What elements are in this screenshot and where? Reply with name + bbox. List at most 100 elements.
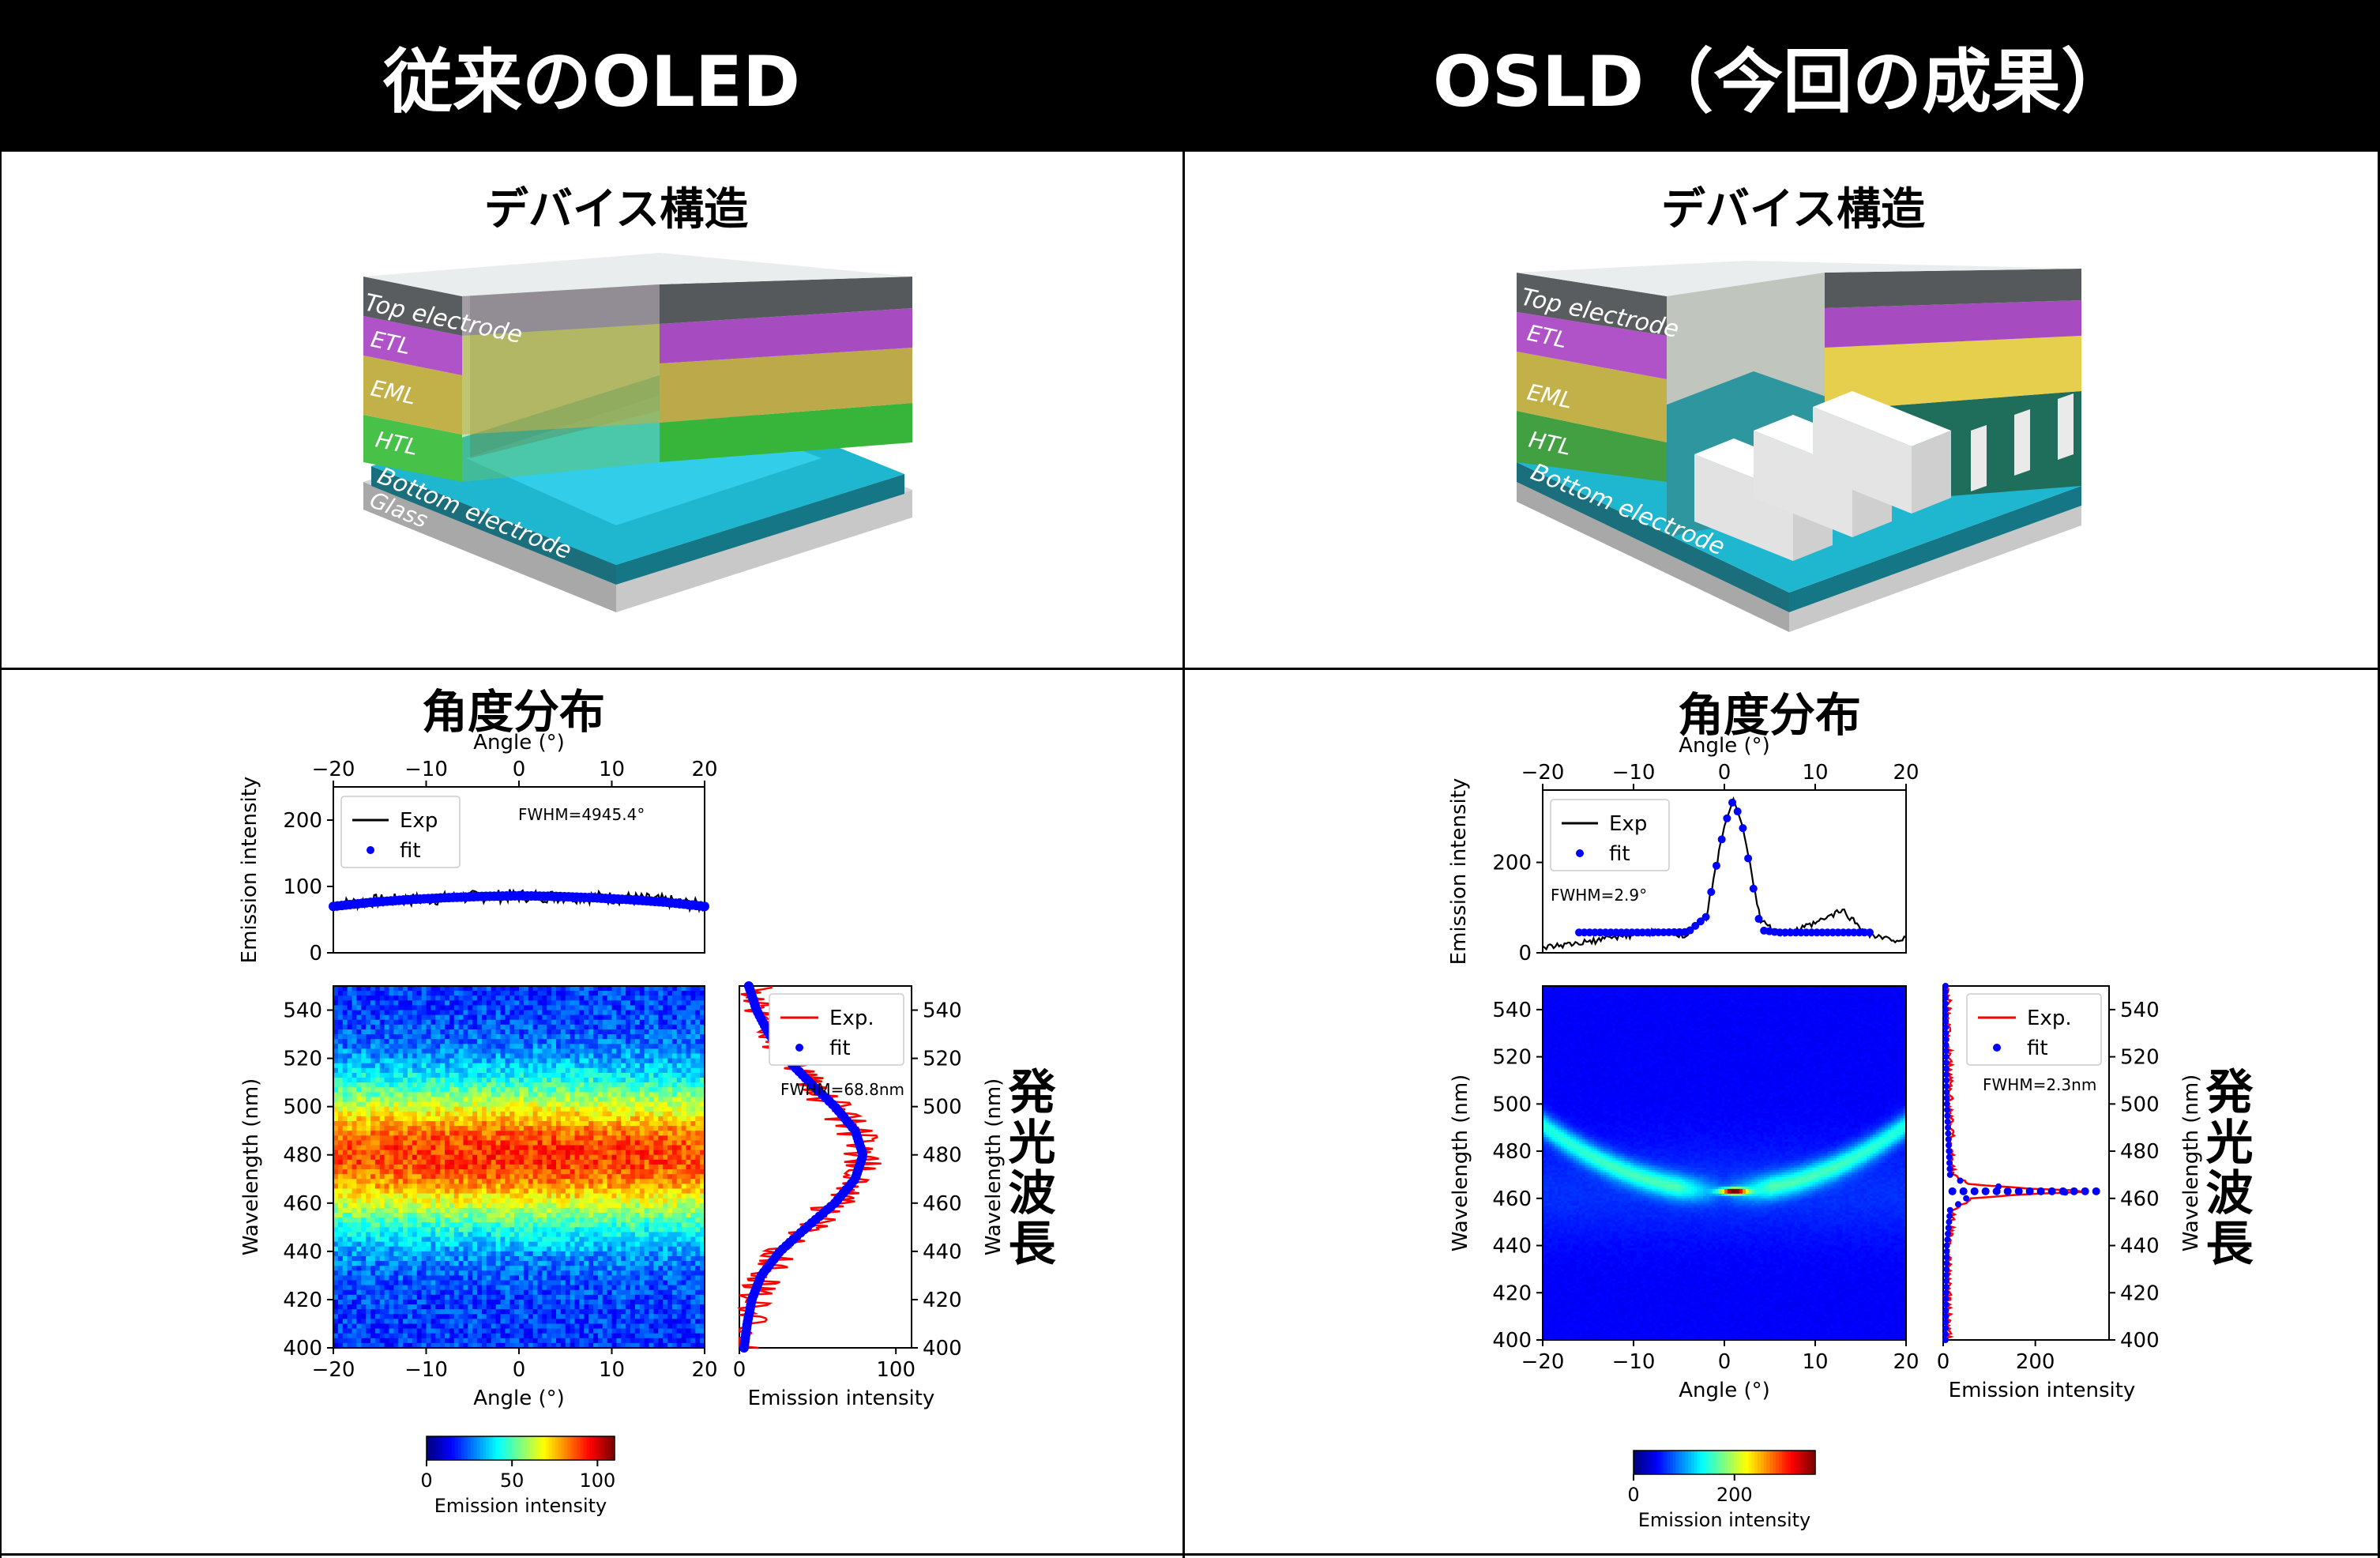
oled-map-cell <box>472 1010 478 1016</box>
oled-map-cell <box>421 1255 427 1262</box>
oled-map-cell <box>528 986 534 992</box>
oled-map-cell <box>621 1067 626 1074</box>
oled-map-cell <box>347 1236 353 1243</box>
oled-map-cell <box>500 1048 506 1055</box>
oled-map-cell <box>570 1053 576 1059</box>
oled-map-cell <box>472 1048 478 1055</box>
oled-map-cell <box>556 1053 562 1059</box>
oled-map-cell <box>370 1213 376 1218</box>
oled-map-cell <box>649 1154 654 1161</box>
oled-map-cell <box>570 1087 576 1093</box>
eml-layer-side <box>660 348 912 423</box>
oled-map-cell <box>700 1213 705 1218</box>
oled-map-cell <box>611 1159 617 1165</box>
oled-map-cell <box>570 1184 576 1190</box>
oled-map-cell <box>630 1087 636 1093</box>
oled-map-cell <box>453 1039 460 1044</box>
oled-map-cell <box>408 1207 413 1214</box>
oled-map-cell <box>374 1193 381 1199</box>
oled-map-cell <box>626 1202 631 1209</box>
oled-map-cell <box>626 1222 631 1228</box>
oled-map-cell <box>597 1010 603 1016</box>
oled-map-cell <box>523 995 529 1001</box>
oled-map-cell <box>477 1058 483 1064</box>
oled-map-cell <box>431 1024 436 1030</box>
oled-map-cell <box>681 986 687 992</box>
oled-map-cell <box>570 1255 576 1262</box>
oled-map-cell <box>671 1169 678 1175</box>
oled-map-cell <box>491 1082 497 1088</box>
oled-map-cell <box>690 1213 696 1218</box>
oled-map-cell <box>486 1053 492 1059</box>
oled-map-cell <box>663 991 668 996</box>
oled-map-cell <box>421 1174 427 1180</box>
oled-map-cell <box>393 1087 399 1093</box>
oled-map-cell <box>486 1131 492 1136</box>
oled-map-cell <box>542 1106 547 1112</box>
oled-map-cell <box>671 991 678 996</box>
oled-map-cell <box>542 1005 547 1011</box>
oled-map-cell <box>542 1154 547 1161</box>
oled-map-cell <box>398 1120 404 1127</box>
oled-map-cell <box>431 1159 436 1165</box>
oled-map-cell <box>356 1092 362 1098</box>
oled-map-cell <box>611 1058 617 1064</box>
oled-map-cell <box>356 1014 362 1021</box>
oled-map-cell <box>658 1044 664 1049</box>
oled-map-cell <box>514 1078 520 1083</box>
oled-map-cell <box>676 1207 682 1214</box>
oled-map-cell <box>398 1236 404 1243</box>
oled-map-cell <box>384 1106 390 1112</box>
oled-map-cell <box>639 1067 645 1074</box>
oled-map-cell <box>408 1198 413 1204</box>
oled-map-cell <box>342 1058 348 1064</box>
oled-map-cell <box>384 1111 390 1117</box>
oled-map-cell <box>649 1048 654 1055</box>
oled-map-cell <box>342 1135 348 1142</box>
oled-map-cell <box>505 1063 510 1069</box>
oled-map-cell <box>366 1116 371 1122</box>
oled-map-cell <box>630 1048 636 1055</box>
oled-map-cell <box>547 1131 552 1136</box>
oled-map-cell <box>509 1101 515 1108</box>
oled-map-cell <box>639 1159 645 1165</box>
oled-map-cell <box>421 1078 427 1083</box>
oled-map-cell <box>658 1213 664 1218</box>
oled-map-cell <box>611 1044 617 1049</box>
oled-map-cell <box>695 1159 701 1165</box>
oled-map-cell <box>398 991 404 996</box>
oled-map-cell <box>542 1140 547 1146</box>
oled-map-cell <box>593 1213 599 1218</box>
osld-top-side <box>1825 269 2081 308</box>
oled-map-cell <box>542 1222 547 1228</box>
oled-map-cell <box>681 1048 687 1055</box>
oled-map-cell <box>634 1179 641 1184</box>
oled-map-cell <box>500 1140 506 1146</box>
oled-map-cell <box>602 1184 608 1190</box>
oled-map-cell <box>356 1000 362 1007</box>
oled-map-cell <box>542 1010 547 1016</box>
oled-map-cell <box>658 1174 664 1180</box>
oled-map-cell <box>398 1217 404 1223</box>
oled-map-cell <box>537 1097 543 1103</box>
oled-map-cell <box>408 1010 413 1016</box>
oled-map-cell <box>681 1092 687 1098</box>
oled-map-cell <box>398 1213 404 1218</box>
oled-map-cell <box>695 1120 701 1127</box>
oled-map-cell <box>477 1140 483 1146</box>
oled-map-cell <box>370 1106 376 1112</box>
oled-map-cell <box>389 1106 394 1112</box>
oled-map-cell <box>398 1154 404 1161</box>
oled-map-cell <box>500 1179 506 1184</box>
oled-map-cell <box>389 1024 394 1030</box>
oled-map-cell <box>621 1101 626 1108</box>
oled-map-cell <box>458 1159 464 1165</box>
oled-map-cell <box>495 1116 502 1122</box>
oled-map-cell <box>453 1222 460 1228</box>
oled-map-cell <box>686 1082 691 1088</box>
oled-map-cell <box>532 1082 539 1088</box>
oled-map-cell <box>333 1255 339 1262</box>
section-title-device-right: デバイス構造 <box>1572 174 2014 238</box>
oled-map-cell <box>440 1082 446 1088</box>
oled-map-cell <box>458 1174 464 1180</box>
